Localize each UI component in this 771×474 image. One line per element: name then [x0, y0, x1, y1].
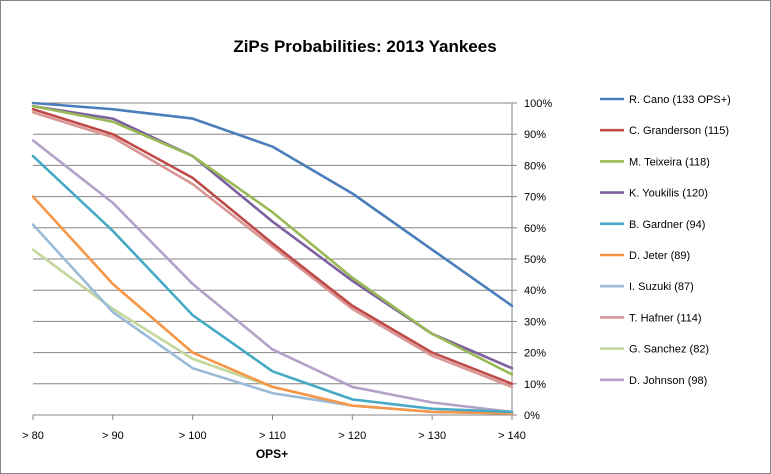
legend-label: B. Gardner (94)	[629, 219, 705, 231]
series-line	[31, 111, 514, 389]
x-tick-label: > 130	[418, 430, 446, 442]
y-tick-label: 70%	[524, 192, 546, 204]
y-tick-label: 60%	[524, 223, 546, 235]
legend-label: R. Cano (133 OPS+)	[629, 94, 731, 106]
series-line	[31, 104, 514, 376]
legend-label: T. Hafner (114)	[629, 312, 702, 324]
x-tick-label: > 120	[338, 430, 366, 442]
x-tick-label: > 110	[259, 430, 286, 442]
y-tick-label: 20%	[524, 348, 546, 360]
y-tick-label: 0%	[524, 410, 540, 422]
y-tick-label: 80%	[524, 160, 546, 172]
x-axis-tick-labels: > 80 > 90 > 100 > 110 > 120 > 130 > 140	[22, 415, 526, 442]
series-line	[31, 154, 514, 414]
x-tick-label: > 140	[498, 430, 526, 442]
y-tick-label: 40%	[524, 285, 546, 297]
y-tick-label: 50%	[524, 254, 546, 266]
legend-label: K. Youkilis (120)	[629, 188, 708, 200]
series-line	[31, 101, 514, 308]
series-lines	[31, 101, 514, 415]
legend-label: C. Granderson (115)	[629, 125, 729, 137]
legend-label: I. Suzuki (87)	[629, 281, 694, 293]
series-line	[31, 223, 514, 415]
y-tick-label: 90%	[524, 129, 546, 141]
series-line	[31, 195, 514, 415]
x-tick-label: > 80	[22, 430, 44, 442]
legend-label: D. Johnson (98)	[629, 375, 707, 387]
legend-label: D. Jeter (89)	[629, 250, 690, 262]
y-axis-tick-labels: 0% 10% 20% 30% 40% 50% 60% 70% 80% 90% 100%	[512, 98, 552, 422]
y-tick-label: 30%	[524, 316, 546, 328]
y-tick-label: 10%	[524, 379, 546, 391]
legend-label: M. Teixeira (118)	[629, 156, 710, 168]
x-axis-title: OPS+	[256, 447, 288, 461]
legend-label: G. Sanchez (82)	[629, 344, 709, 356]
series-line	[31, 107, 514, 386]
chart-title: ZiPs Probabilities: 2013 Yankees	[233, 37, 496, 56]
x-tick-label: > 90	[102, 430, 124, 442]
y-tick-label: 100%	[524, 98, 552, 110]
x-tick-label: > 100	[179, 430, 207, 442]
series-line	[31, 139, 514, 414]
legend: R. Cano (133 OPS+) C. Granderson (115) M. …	[600, 94, 731, 387]
